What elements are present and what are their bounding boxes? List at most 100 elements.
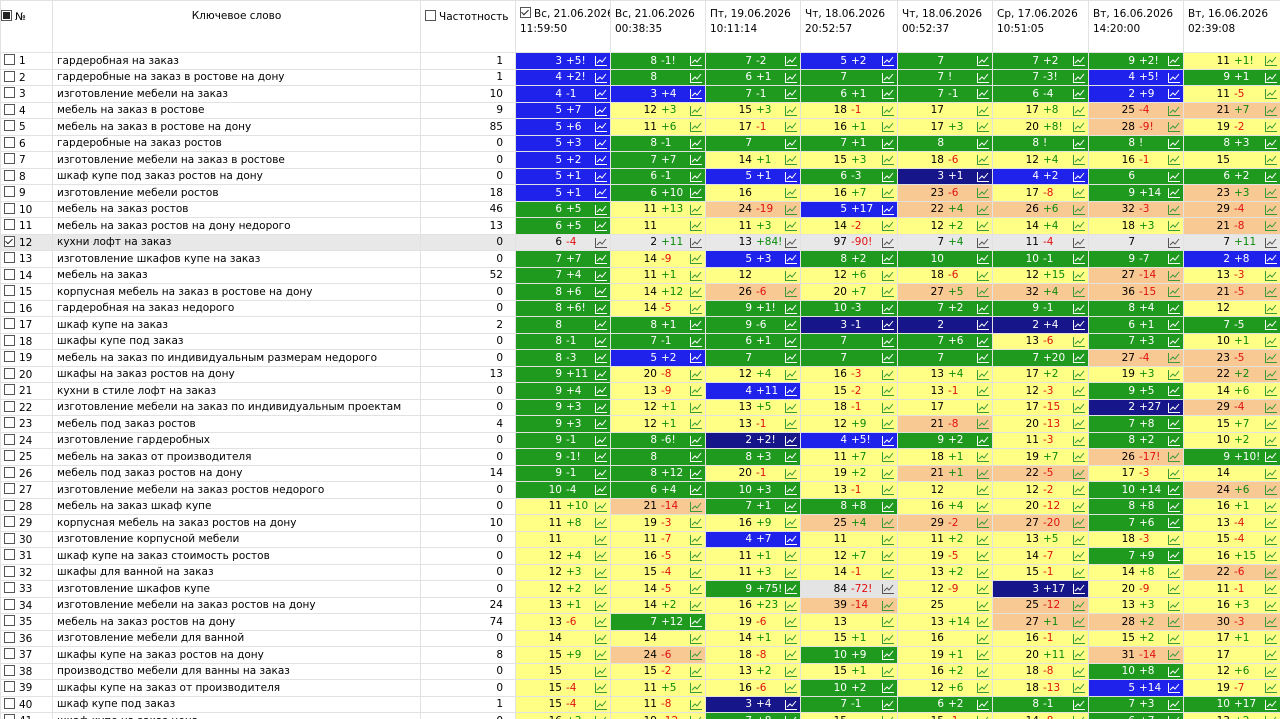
chart-icon[interactable] — [595, 138, 607, 149]
chart-icon[interactable] — [1265, 72, 1277, 83]
position-cell[interactable]: 7 +3 — [1088, 695, 1184, 713]
position-cell[interactable]: 20 +11 — [992, 646, 1089, 664]
position-cell[interactable]: 27 +5 — [897, 283, 993, 301]
chart-icon[interactable] — [595, 650, 607, 660]
position-cell[interactable]: 7 +12 — [610, 613, 706, 631]
position-cell[interactable]: 18 -13 — [992, 679, 1089, 697]
freq-checkbox[interactable] — [425, 10, 436, 21]
position-cell[interactable]: 5 +17 — [800, 200, 898, 218]
chart-icon[interactable] — [785, 584, 797, 594]
chart-icon[interactable] — [595, 353, 607, 363]
position-cell[interactable]: 4 +5! — [800, 431, 898, 449]
chart-icon[interactable] — [1073, 270, 1085, 281]
position-cell[interactable]: 2 +4 — [992, 316, 1089, 334]
chart-icon[interactable] — [977, 171, 989, 182]
row-checkbox[interactable] — [4, 615, 15, 627]
position-cell[interactable]: 7 -2 — [705, 52, 801, 70]
position-cell[interactable]: 6 +1 — [800, 85, 898, 103]
chart-icon[interactable] — [882, 567, 894, 578]
chart-icon[interactable] — [882, 72, 894, 83]
chart-icon[interactable] — [1168, 72, 1180, 83]
chart-icon[interactable] — [690, 221, 702, 231]
chart-icon[interactable] — [882, 56, 894, 66]
position-cell[interactable]: 12 -2 — [992, 481, 1089, 499]
position-cell[interactable]: 7 -1 — [610, 332, 706, 350]
chart-icon[interactable] — [977, 89, 989, 99]
chart-icon[interactable] — [595, 600, 607, 611]
chart-icon[interactable] — [690, 633, 702, 644]
position-cell[interactable]: 16 +1 — [800, 118, 898, 136]
row-checkbox[interactable] — [4, 202, 15, 214]
position-cell[interactable]: 6 +5 — [515, 200, 611, 218]
chart-icon[interactable] — [785, 336, 797, 347]
row-checkbox[interactable] — [4, 268, 15, 280]
position-cell[interactable]: 10 +2 — [1183, 431, 1280, 449]
row-checkbox[interactable] — [4, 301, 15, 313]
position-cell[interactable]: 7+8 — [1088, 415, 1184, 433]
chart-icon[interactable] — [882, 353, 894, 363]
row[interactable]: 24 изготовление гардеробных 0 9 -1 8 -6! 2 +2! 4 +… — [0, 431, 1280, 449]
position-cell[interactable]: 11 -5 — [1183, 85, 1280, 103]
position-cell[interactable]: 17 +1 — [1183, 629, 1280, 647]
chart-icon[interactable] — [1168, 386, 1180, 396]
chart-icon[interactable] — [785, 320, 797, 330]
chart-icon[interactable] — [977, 336, 989, 347]
position-cell[interactable]: 11 — [610, 217, 706, 235]
position-cell[interactable]: 21 -14 — [610, 497, 706, 515]
chart-icon[interactable] — [595, 204, 607, 215]
chart-icon[interactable] — [977, 155, 989, 165]
chart-icon[interactable] — [595, 56, 607, 66]
chart-icon[interactable] — [690, 683, 702, 693]
chart-icon[interactable] — [1073, 386, 1085, 396]
position-cell[interactable]: 7 +2 — [992, 52, 1089, 70]
chart-icon[interactable] — [1265, 386, 1277, 396]
chart-icon[interactable] — [977, 254, 989, 264]
chart-icon[interactable] — [785, 666, 797, 677]
position-cell[interactable]: 7 -1 — [800, 695, 898, 713]
position-cell[interactable]: 8 +8 — [1088, 497, 1184, 515]
date-header[interactable]: Вс, 21.06.2026 11:59:50 — [515, 0, 611, 53]
position-cell[interactable]: 29 -2 — [897, 514, 993, 532]
chart-icon[interactable] — [690, 617, 702, 627]
chart-icon[interactable] — [1168, 188, 1180, 198]
chart-icon[interactable] — [1073, 699, 1085, 710]
chart-icon[interactable] — [882, 650, 894, 660]
position-cell[interactable]: 9 +11 — [515, 365, 611, 383]
date-header[interactable]: Чт, 18.06.2026 00:52:37 — [897, 0, 993, 53]
chart-icon[interactable] — [1265, 320, 1277, 330]
position-cell[interactable]: 9 +1! — [705, 299, 801, 317]
chart-icon[interactable] — [882, 320, 894, 330]
chart-icon[interactable] — [1265, 105, 1277, 116]
row-checkbox[interactable] — [4, 120, 15, 132]
chart-icon[interactable] — [1168, 617, 1180, 627]
position-cell[interactable]: 12 +6 — [897, 679, 993, 697]
row[interactable]: 33 изготовление шкафов купе 0 12 +2 14 -5 9 +75!… — [0, 580, 1280, 598]
position-cell[interactable]: 12 +15 — [992, 266, 1089, 284]
chart-icon[interactable] — [785, 600, 797, 611]
position-cell[interactable]: 11 +7 — [800, 448, 898, 466]
position-cell[interactable]: 12 — [705, 266, 801, 284]
chart-icon[interactable] — [882, 171, 894, 182]
chart-icon[interactable] — [785, 386, 797, 396]
position-cell[interactable]: 13 -3 — [1183, 266, 1280, 284]
chart-icon[interactable] — [1265, 270, 1277, 281]
chart-icon[interactable] — [1073, 303, 1085, 314]
position-cell[interactable]: 15 — [1183, 151, 1280, 169]
chart-icon[interactable] — [1265, 204, 1277, 215]
chart-icon[interactable] — [1073, 435, 1085, 446]
position-cell[interactable]: 9 +1 — [1183, 68, 1280, 86]
position-cell[interactable]: 6 +1 — [1088, 316, 1184, 334]
position-cell[interactable]: 8 — [610, 448, 706, 466]
position-cell[interactable]: 11 +8 — [515, 514, 611, 532]
position-cell[interactable]: 10 -4 — [515, 481, 611, 499]
chart-icon[interactable] — [785, 551, 797, 561]
chart-icon[interactable] — [977, 617, 989, 627]
chart-icon[interactable] — [785, 204, 797, 215]
row[interactable]: 32 шкафы для ванной на заказ 0 12 +3 15 -4 11 +3… — [0, 563, 1280, 581]
chart-icon[interactable] — [977, 386, 989, 396]
chart-icon[interactable] — [882, 501, 894, 512]
row[interactable]: 17 шкаф купе на заказ 2 8 8 +1 9 -6 3 -1 2 2 +4 6 +1 7-… — [0, 316, 1280, 334]
chart-icon[interactable] — [882, 336, 894, 347]
position-cell[interactable]: 14 — [1183, 464, 1280, 482]
position-cell[interactable]: 15-1 — [992, 563, 1089, 581]
